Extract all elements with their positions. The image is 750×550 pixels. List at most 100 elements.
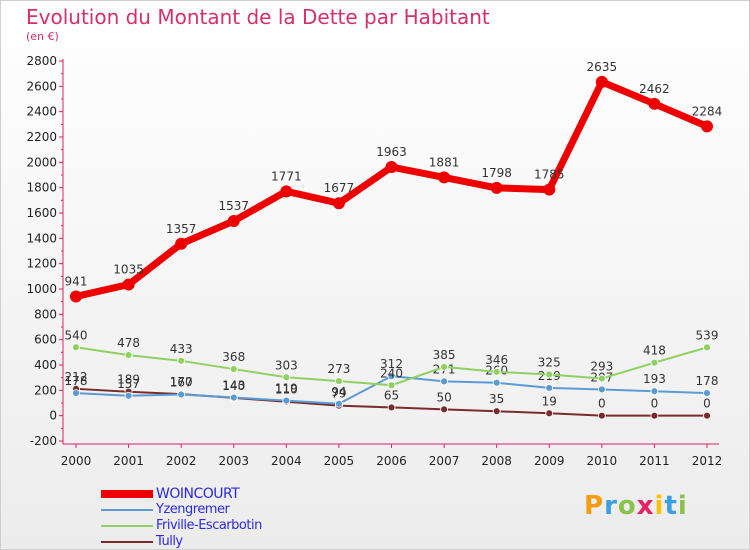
- data-point: [72, 343, 80, 352]
- logo-letter: o: [617, 491, 637, 521]
- data-point: [122, 278, 135, 291]
- data-label: 1537: [218, 199, 249, 213]
- data-label: 0: [651, 397, 659, 411]
- data-label: 50: [436, 390, 451, 404]
- data-label: 1963: [376, 145, 407, 159]
- data-point: [335, 399, 343, 408]
- data-point: [175, 237, 188, 250]
- logo-letter: i: [677, 491, 688, 521]
- data-point: [597, 374, 606, 383]
- data-point: [490, 181, 503, 194]
- data-label: 293: [590, 360, 613, 374]
- data-label: 140: [222, 379, 245, 393]
- x-tick-label: 2005: [324, 454, 355, 468]
- data-label: 1357: [166, 222, 197, 236]
- data-point: [492, 407, 501, 416]
- data-point: [440, 362, 448, 371]
- logo-letter: i: [654, 491, 665, 521]
- y-tick-label: 2600: [26, 79, 57, 93]
- data-label: 157: [117, 377, 140, 391]
- y-tick-label: 600: [34, 333, 57, 347]
- data-label: 119: [275, 382, 298, 396]
- data-label: 0: [598, 397, 606, 411]
- data-point: [595, 75, 608, 88]
- data-point: [650, 411, 659, 420]
- y-tick-label: 1400: [26, 231, 57, 245]
- data-point: [543, 183, 556, 196]
- data-point: [650, 358, 659, 367]
- x-tick-label: 2008: [481, 454, 512, 468]
- data-label: 1881: [429, 155, 460, 169]
- series-line: [72, 78, 711, 300]
- data-label: 539: [696, 328, 719, 342]
- data-label: 178: [65, 374, 88, 388]
- data-label: 193: [643, 372, 666, 386]
- legend-label: Tully: [156, 534, 183, 549]
- data-point: [597, 385, 606, 394]
- data-point: [597, 411, 606, 420]
- x-tick-label: 2001: [113, 454, 144, 468]
- y-tick-label: 2200: [26, 130, 57, 144]
- data-label: 346: [485, 353, 508, 367]
- data-point: [648, 97, 661, 110]
- data-label: 0: [703, 397, 711, 411]
- y-tick-label: 2000: [26, 155, 57, 169]
- y-tick-label: 200: [34, 383, 57, 397]
- x-tick-label: 2012: [692, 454, 723, 468]
- data-label: 178: [696, 374, 719, 388]
- data-point: [229, 365, 238, 373]
- data-point: [177, 390, 186, 399]
- data-label: 110: [275, 383, 298, 397]
- data-label: 385: [433, 348, 456, 362]
- logo-letter: x: [636, 491, 655, 521]
- data-point: [492, 378, 501, 387]
- data-point: [124, 351, 133, 360]
- data-label: 35: [489, 392, 504, 406]
- data-label: 2462: [639, 82, 670, 96]
- data-label: 1035: [113, 263, 144, 277]
- data-point: [438, 171, 451, 184]
- data-point: [545, 409, 554, 418]
- data-point: [545, 370, 554, 379]
- data-point: [650, 387, 659, 396]
- x-tick-label: 2007: [429, 454, 460, 468]
- y-tick-label: 1600: [26, 206, 57, 220]
- data-point: [280, 185, 293, 198]
- chart-subtitle: (en €): [26, 30, 59, 43]
- y-tick-label: -200: [30, 434, 57, 448]
- data-point: [703, 343, 711, 352]
- legend-swatch: [101, 509, 153, 511]
- y-tick-label: 0: [49, 409, 57, 423]
- data-label: 418: [643, 344, 666, 358]
- data-point: [229, 393, 238, 402]
- data-label: 170: [170, 375, 193, 389]
- data-point: [124, 391, 133, 400]
- legend-label: WOINCOURT: [156, 486, 240, 502]
- legend-swatch: [101, 525, 153, 527]
- y-tick-label: 1000: [26, 282, 57, 296]
- data-point: [332, 197, 345, 210]
- legend-label: Friville-Escarbotin: [156, 518, 262, 533]
- data-label: 2635: [587, 60, 618, 74]
- legend-swatch: [101, 541, 153, 543]
- data-label: 303: [275, 358, 298, 372]
- data-label: 1785: [534, 168, 565, 182]
- data-label: 1798: [481, 166, 512, 180]
- data-point: [385, 161, 398, 174]
- x-tick-label: 2003: [218, 454, 249, 468]
- data-point: [492, 367, 501, 376]
- data-label: 240: [380, 366, 403, 380]
- data-point: [227, 214, 240, 227]
- proxiti-logo: Proxiti: [584, 491, 688, 521]
- data-point: [545, 384, 554, 392]
- data-point: [440, 377, 448, 386]
- x-tick-label: 2006: [376, 454, 407, 468]
- data-label: 941: [65, 274, 88, 288]
- data-point: [177, 356, 186, 365]
- data-point: [335, 377, 343, 385]
- y-tick-label: 2400: [26, 105, 57, 119]
- data-label: 368: [222, 350, 245, 364]
- data-label: 79: [331, 387, 346, 401]
- data-point: [387, 372, 396, 381]
